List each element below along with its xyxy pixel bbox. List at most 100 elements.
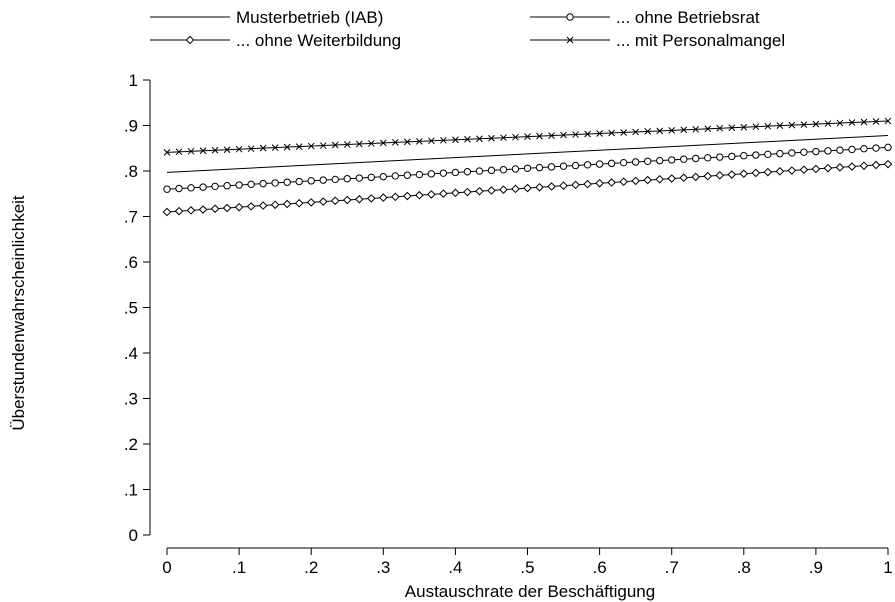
x-tick-label: .4 — [448, 558, 462, 577]
series-point — [571, 180, 580, 190]
y-tick-label: .9 — [124, 117, 138, 136]
series-point — [691, 172, 701, 182]
series-point — [680, 126, 688, 134]
series-point — [258, 201, 268, 210]
series-point — [848, 145, 856, 154]
series-point — [535, 182, 544, 192]
series-circle — [163, 143, 892, 193]
series-point — [475, 167, 484, 175]
series-point — [548, 132, 555, 139]
series-point — [752, 123, 760, 131]
series-point — [727, 170, 737, 179]
series-point — [716, 124, 724, 132]
series-point — [559, 181, 568, 190]
series-point — [415, 138, 423, 145]
y-tick-label: 0 — [129, 526, 138, 545]
series-point — [872, 144, 880, 152]
series-point — [367, 140, 375, 147]
series-point — [799, 165, 809, 175]
series-point — [318, 197, 328, 206]
series-point — [500, 134, 507, 142]
series-point — [223, 182, 231, 190]
series-point — [452, 136, 459, 144]
series-point — [740, 152, 748, 160]
series-point — [704, 125, 712, 133]
series-point — [679, 173, 689, 183]
series-point — [728, 124, 736, 132]
series-point — [511, 165, 520, 173]
series-point — [199, 183, 207, 191]
series-point — [535, 163, 544, 172]
series-point — [860, 145, 868, 153]
series-point — [668, 127, 676, 134]
series-point — [476, 135, 483, 143]
series-point — [619, 158, 628, 167]
series-point — [764, 150, 772, 159]
series-point — [415, 190, 424, 200]
series-point — [403, 138, 411, 146]
series-point — [439, 189, 448, 198]
y-tick-label: .1 — [124, 481, 138, 500]
series-point — [451, 168, 460, 177]
series-point — [607, 159, 616, 168]
series-point — [259, 179, 267, 188]
y-tick-label: 1 — [129, 71, 138, 90]
series-point — [247, 145, 255, 153]
series-point — [811, 164, 821, 174]
series-point — [355, 140, 363, 148]
series-point — [428, 137, 435, 145]
legend: Musterbetrieb (IAB) ... ohne Betriebsrat.… — [150, 8, 785, 50]
series-point — [620, 129, 627, 136]
series-point — [487, 166, 496, 175]
series-point — [812, 147, 820, 156]
series-point — [463, 187, 472, 197]
series-point — [680, 155, 688, 163]
series-point — [319, 176, 327, 184]
x-tick-label: .7 — [665, 558, 679, 577]
series-point — [560, 131, 567, 139]
series-point — [728, 152, 736, 161]
series-point — [283, 143, 291, 151]
y-tick-label: .4 — [124, 344, 138, 363]
series-point — [235, 145, 243, 153]
series-line — [166, 135, 889, 173]
series-point — [752, 151, 760, 159]
series-point — [295, 143, 303, 150]
series-point — [187, 147, 195, 155]
series-point — [583, 179, 592, 189]
series-point — [499, 165, 508, 174]
series-point — [330, 196, 340, 206]
series-point — [631, 158, 640, 166]
series-point — [391, 139, 399, 146]
x-tick-label: .2 — [304, 558, 318, 577]
series-point — [571, 161, 580, 170]
series-point — [175, 184, 183, 193]
series-point — [667, 174, 677, 183]
series-point — [451, 188, 460, 198]
series-point — [464, 135, 471, 143]
series-point — [355, 174, 363, 182]
series-point — [596, 130, 603, 137]
series-point — [512, 133, 519, 141]
series-point — [547, 182, 556, 191]
series-point — [211, 182, 219, 191]
series-point — [499, 185, 508, 194]
x-tick-label: .8 — [737, 558, 751, 577]
series-point — [379, 139, 387, 147]
y-tick-label: .7 — [124, 208, 138, 227]
series-point — [295, 177, 303, 186]
series-point — [859, 161, 869, 171]
series-point — [583, 161, 592, 169]
series-point — [210, 204, 220, 214]
series-point — [559, 162, 568, 170]
series-point — [282, 199, 292, 209]
x-tick-label: .5 — [520, 558, 534, 577]
series-point — [608, 129, 615, 137]
x-axis-title: Austauschrate der Beschäftigung — [405, 582, 655, 601]
series-point — [223, 146, 231, 154]
series-point — [440, 136, 447, 144]
legend-item: ... ohne Weiterbildung — [150, 31, 401, 50]
series-point — [595, 178, 604, 188]
series-point — [175, 148, 183, 156]
x-tick-label: .9 — [809, 558, 823, 577]
